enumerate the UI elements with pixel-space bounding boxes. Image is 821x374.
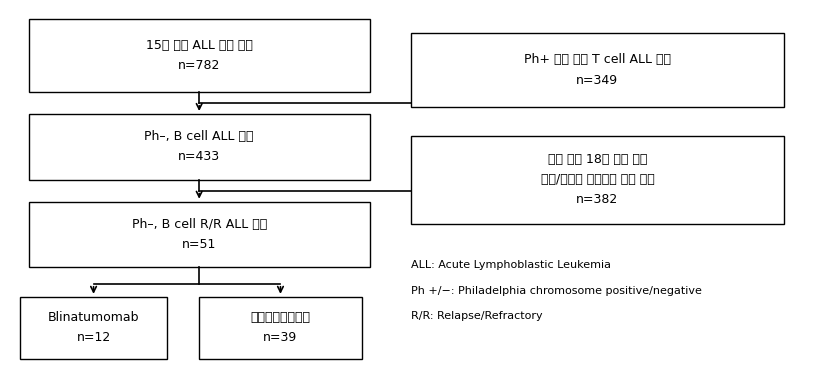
Text: Ph–, B cell R/R ALL 환자: Ph–, B cell R/R ALL 환자 xyxy=(131,218,267,231)
Text: n=12: n=12 xyxy=(76,331,111,344)
FancyBboxPatch shape xyxy=(21,297,167,359)
Text: Blinatumomab: Blinatumomab xyxy=(48,311,140,324)
Text: n=782: n=782 xyxy=(178,59,220,72)
Text: n=433: n=433 xyxy=(178,150,220,163)
FancyBboxPatch shape xyxy=(29,114,370,180)
Text: R/R: Relapse/Refractory: R/R: Relapse/Refractory xyxy=(410,311,542,321)
Text: n=51: n=51 xyxy=(182,238,217,251)
Text: Ph+ 환자 또는 T cell ALL 환자: Ph+ 환자 또는 T cell ALL 환자 xyxy=(524,53,671,67)
Text: 15세 이상 ALL 진단 환자: 15세 이상 ALL 진단 환자 xyxy=(146,39,253,52)
Text: 재발/불응을 나타내지 않은 환자: 재발/불응을 나타내지 않은 환자 xyxy=(540,173,654,186)
FancyBboxPatch shape xyxy=(29,19,370,92)
Text: n=382: n=382 xyxy=(576,193,618,206)
Text: n=39: n=39 xyxy=(264,331,297,344)
Text: ALL: Acute Lymphoblastic Leukemia: ALL: Acute Lymphoblastic Leukemia xyxy=(410,260,611,270)
Text: n=349: n=349 xyxy=(576,74,618,86)
Text: Ph +/−: Philadelphia chromosome positive/negative: Ph +/−: Philadelphia chromosome positive… xyxy=(410,286,701,296)
Text: 재발 시점 18세 이하 또는: 재발 시점 18세 이하 또는 xyxy=(548,153,647,166)
Text: 표준항암화학요법: 표준항암화학요법 xyxy=(250,311,310,324)
FancyBboxPatch shape xyxy=(29,202,370,267)
Text: Ph–, B cell ALL 환자: Ph–, B cell ALL 환자 xyxy=(144,130,254,143)
FancyBboxPatch shape xyxy=(410,33,784,107)
FancyBboxPatch shape xyxy=(200,297,362,359)
FancyBboxPatch shape xyxy=(410,136,784,224)
